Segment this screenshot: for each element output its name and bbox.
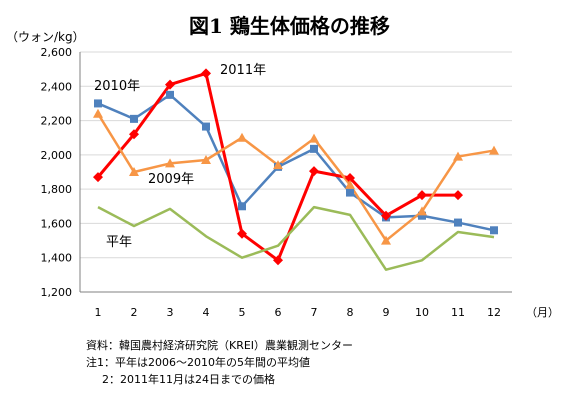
y-tick-label: 2,200 [41,115,73,128]
x-axis-unit: （月） [526,306,559,319]
marker-triangle [453,151,463,161]
marker-square [346,188,354,197]
marker-diamond [381,210,391,221]
marker-square [166,90,174,99]
marker-triangle [309,133,319,143]
series-label: 2011年 [220,63,266,78]
marker-triangle [93,108,103,118]
y-tick-labels: 1,200 1,400 1,600 1,800 2,000 2,200 2,400 2,600 [41,46,73,299]
marker-triangle [489,145,499,155]
marker-diamond [453,190,463,201]
marker-square [454,218,462,227]
chart-title: 図1 鶏生体価格の推移 [189,14,390,38]
x-tick-label: 12 [487,306,501,319]
note-2: 2：2011年11月は24日までの価格 [102,373,275,386]
x-tick-label: 11 [451,306,465,319]
marker-triangle [129,167,139,176]
series-label: 平年 [106,235,132,250]
x-tick-label: 10 [415,306,429,319]
marker-triangle [273,160,283,170]
x-tick-label: 1 [95,306,102,319]
marker-diamond [309,166,319,177]
axes [79,52,512,293]
series-line-2 [96,113,495,242]
marker-diamond [273,255,283,266]
marker-diamond [345,173,355,183]
marker-triangle [381,235,391,245]
x-tick-label: 7 [311,306,318,319]
y-tick-label: 2,600 [41,46,73,59]
gridlines [80,51,512,259]
y-tick-label: 2,400 [41,80,73,93]
x-tick-label: 3 [167,306,174,319]
y-tick-label: 1,400 [41,252,73,265]
note-1: 注1：平年は2006～2010年の5年間の平均値 [86,356,310,369]
marker-square [490,226,498,235]
y-tick-label: 1,600 [41,217,73,230]
marker-square [94,99,102,108]
marker-triangle [417,206,427,216]
x-tick-label: 4 [203,306,210,319]
series-line-3 [97,205,495,271]
marker-square [310,144,318,153]
source-note: 資料：韓国農村経済研究院（KREI）農業観測センター [86,339,354,352]
marker-square [238,202,246,211]
y-axis-unit: （ウォン/kg） [6,30,85,44]
marker-diamond [201,68,211,79]
marker-triangle [237,132,247,142]
marker-diamond [237,228,247,239]
x-tick-label: 5 [239,306,246,319]
notes: 資料：韓国農村経済研究院（KREI）農業観測センター 注1：平年は2006～20… [86,337,353,388]
marker-triangle [165,158,175,168]
marker-square [202,122,210,131]
y-tick-label: 1,800 [41,183,73,196]
y-tick-label: 2,000 [41,149,73,162]
series-line-0 [97,93,495,232]
marker-triangle [345,179,355,189]
x-tick-label: 2 [131,306,138,319]
series-label: 2009年 [148,172,194,187]
x-tick-label: 6 [275,306,282,319]
marker-diamond [93,172,103,183]
series-label: 2010年 [94,79,140,94]
y-tick-label: 1,200 [41,286,73,299]
x-tick-labels: 1 2 3 4 5 6 7 8 9 10 11 12 [95,306,502,319]
marker-diamond [417,190,427,201]
marker-diamond [129,129,139,140]
marker-triangle [201,155,211,164]
x-tick-label: 8 [347,306,354,319]
marker-diamond [165,79,175,90]
series-markers [93,68,499,266]
marker-square [130,114,138,123]
marker-square [418,211,426,220]
x-tick-label: 9 [383,306,390,319]
